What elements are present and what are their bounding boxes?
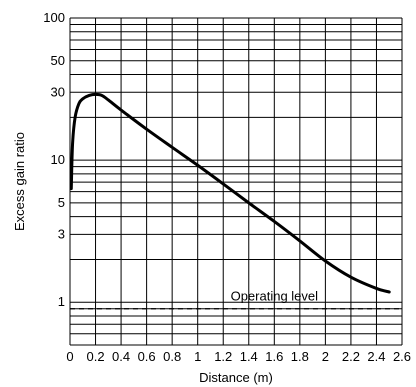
- x-tick-labels: 0 0.2 0.4 0.6 0.8 1 1.2 1.4 1.6 1.8 2 2.2 2.4 2.6: [66, 349, 411, 364]
- y-axis-label: Excess gain ratio: [12, 132, 27, 231]
- x-tick-label: 0.2: [86, 349, 104, 364]
- y-tick-label: 1: [58, 294, 65, 309]
- y-tick-label: 30: [51, 84, 65, 99]
- x-tick-label: 1.4: [240, 349, 258, 364]
- x-tick-label: 1.8: [291, 349, 309, 364]
- y-tick-label: 100: [43, 10, 65, 25]
- x-tick-label: 2.2: [342, 349, 360, 364]
- y-tick-label: 5: [58, 195, 65, 210]
- operating-level-group: Operating level: [70, 289, 402, 310]
- x-tick-label: 1: [194, 349, 201, 364]
- x-tick-label: 2.4: [367, 349, 385, 364]
- operating-level-label: Operating level: [231, 289, 319, 304]
- x-tick-label: 0.4: [112, 349, 130, 364]
- x-tick-label: 2.6: [393, 349, 411, 364]
- y-tick-label: 10: [51, 152, 65, 167]
- x-tick-label: 1.6: [265, 349, 283, 364]
- x-axis-label: Distance (m): [199, 370, 273, 385]
- x-tick-label: 0: [66, 349, 73, 364]
- y-tick-label: 50: [51, 53, 65, 68]
- x-tick-label: 1.2: [214, 349, 232, 364]
- y-tick-label: 3: [58, 226, 65, 241]
- series-line: [69, 92, 391, 294]
- x-tick-label: 2: [322, 349, 329, 364]
- x-tick-label: 0.8: [163, 349, 181, 364]
- x-tick-label: 0.6: [138, 349, 156, 364]
- y-tick-labels: 100 50 30 10 5 3 1: [43, 10, 65, 309]
